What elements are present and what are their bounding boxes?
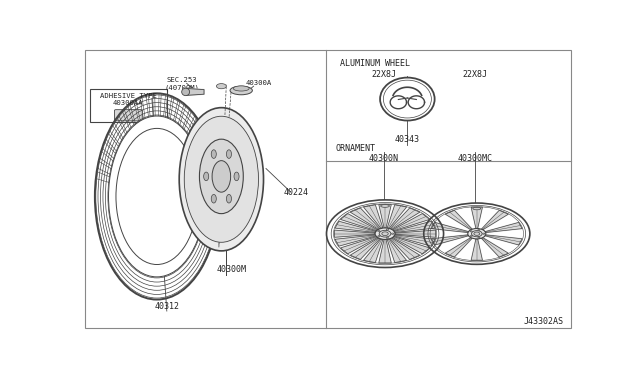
Polygon shape [390, 238, 420, 259]
Polygon shape [364, 205, 383, 228]
Circle shape [472, 231, 482, 237]
Text: ORNAMENT: ORNAMENT [335, 144, 376, 153]
Text: 40300A: 40300A [245, 80, 272, 86]
Bar [90, 89, 167, 122]
Text: J43302AS: J43302AS [524, 317, 564, 326]
Polygon shape [485, 222, 522, 232]
Ellipse shape [212, 161, 230, 192]
Text: 22X8J: 22X8J [371, 70, 396, 79]
Text: ALUMINUM WHEEL: ALUMINUM WHEEL [340, 59, 410, 68]
Text: 40300MC: 40300MC [458, 154, 493, 163]
Polygon shape [387, 239, 406, 263]
Circle shape [382, 232, 388, 235]
Ellipse shape [200, 139, 243, 214]
Polygon shape [471, 239, 483, 260]
Ellipse shape [216, 84, 227, 89]
Circle shape [478, 229, 480, 231]
Polygon shape [340, 237, 378, 254]
Text: 40312: 40312 [154, 302, 179, 311]
Text: 22X8J: 22X8J [463, 70, 488, 79]
Circle shape [378, 235, 380, 237]
Ellipse shape [227, 195, 232, 203]
Circle shape [386, 237, 388, 238]
Ellipse shape [381, 205, 389, 207]
Text: 40300AA: 40300AA [113, 100, 143, 106]
Ellipse shape [179, 108, 264, 251]
Circle shape [379, 230, 391, 237]
Text: 40300M: 40300M [216, 265, 246, 274]
Polygon shape [431, 222, 468, 232]
Ellipse shape [473, 207, 481, 210]
Circle shape [470, 235, 472, 237]
Circle shape [468, 228, 486, 239]
Circle shape [392, 233, 394, 234]
Ellipse shape [227, 150, 232, 158]
Polygon shape [187, 89, 204, 95]
Ellipse shape [380, 78, 435, 121]
Polygon shape [395, 230, 436, 237]
Polygon shape [445, 238, 472, 257]
Polygon shape [335, 230, 375, 237]
Polygon shape [394, 235, 435, 246]
Ellipse shape [234, 172, 239, 181]
Polygon shape [445, 211, 472, 230]
Polygon shape [335, 235, 376, 246]
Polygon shape [335, 221, 376, 232]
Polygon shape [390, 208, 420, 230]
Polygon shape [481, 211, 508, 230]
Circle shape [470, 231, 472, 232]
Text: 40224: 40224 [284, 187, 308, 197]
Circle shape [378, 230, 380, 232]
Ellipse shape [230, 86, 252, 95]
Polygon shape [392, 237, 429, 254]
Polygon shape [364, 239, 383, 263]
Circle shape [478, 237, 480, 238]
Ellipse shape [204, 172, 209, 181]
Ellipse shape [95, 93, 219, 299]
Polygon shape [485, 235, 522, 245]
Polygon shape [431, 235, 468, 245]
Ellipse shape [116, 128, 198, 264]
Text: (40700M): (40700M) [164, 84, 199, 91]
Text: SEC.253: SEC.253 [166, 77, 197, 83]
Text: 40300N: 40300N [369, 154, 399, 163]
Circle shape [424, 203, 530, 264]
Polygon shape [379, 240, 391, 263]
Polygon shape [350, 238, 380, 259]
Polygon shape [392, 214, 429, 231]
Polygon shape [481, 238, 508, 257]
Polygon shape [379, 205, 391, 228]
Polygon shape [340, 214, 378, 231]
Polygon shape [394, 221, 435, 232]
Circle shape [386, 229, 388, 230]
Circle shape [375, 228, 395, 240]
Polygon shape [350, 208, 380, 230]
Circle shape [474, 232, 480, 235]
Circle shape [483, 233, 484, 234]
Ellipse shape [211, 195, 216, 203]
Polygon shape [471, 207, 483, 228]
Ellipse shape [109, 116, 205, 277]
Ellipse shape [211, 150, 216, 158]
Ellipse shape [182, 88, 189, 96]
Ellipse shape [184, 116, 259, 242]
Polygon shape [387, 205, 406, 228]
Text: 40343: 40343 [395, 135, 420, 144]
FancyBboxPatch shape [115, 110, 142, 121]
Text: ADHESIVE TYPE: ADHESIVE TYPE [100, 93, 157, 99]
Ellipse shape [233, 86, 249, 91]
Circle shape [326, 200, 444, 267]
